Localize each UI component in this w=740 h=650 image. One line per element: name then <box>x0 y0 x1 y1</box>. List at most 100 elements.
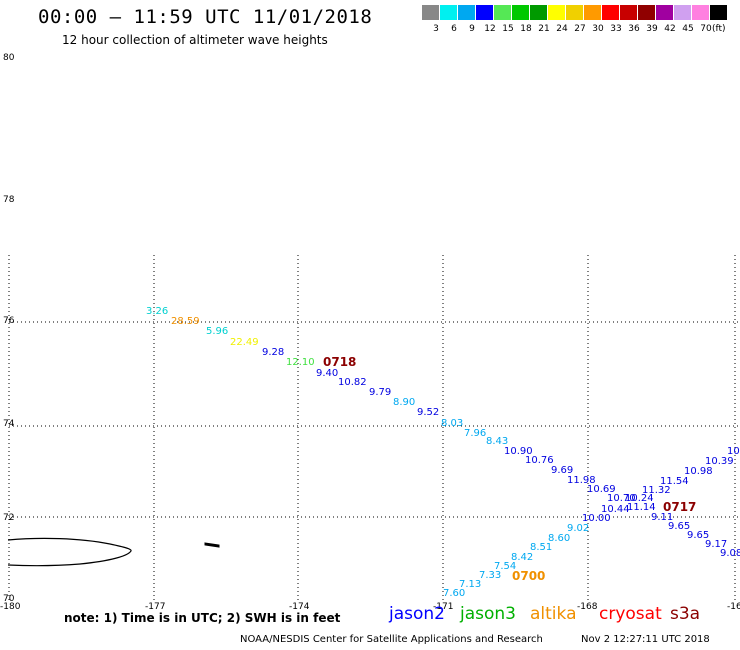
wave-height-value: 9.79 <box>369 387 391 398</box>
wave-height-value: 10.00 <box>582 513 611 524</box>
wave-height-value: 3.26 <box>146 306 168 317</box>
pass-time-label: 0717 <box>663 500 696 514</box>
latitude-label: 74 <box>3 419 15 429</box>
longitude-label: -171 <box>433 602 453 612</box>
colorbar-swatch <box>602 5 619 20</box>
colorbar-label: 30 <box>592 24 604 34</box>
colorbar-swatch <box>566 5 583 20</box>
colorbar-swatch <box>692 5 709 20</box>
colorbar-swatch <box>476 5 493 20</box>
colorbar-swatch <box>620 5 637 20</box>
wave-height-value: 10.70 <box>607 493 636 504</box>
colorbar-label: 24 <box>556 24 568 34</box>
wave-height-value: 7.54 <box>494 561 516 572</box>
longitude-label: -16 <box>727 602 740 612</box>
colorbar-swatch <box>422 5 439 20</box>
wave-height-value: 8.03 <box>441 418 463 429</box>
colorbar-swatch <box>530 5 547 20</box>
wave-height-value: 7.96 <box>464 428 486 439</box>
wave-height-value: 9.02 <box>567 523 589 534</box>
longitude-label: -168 <box>577 602 598 612</box>
satellite-legend-jason2: jason2 <box>389 604 445 624</box>
wave-height-value: 12.10 <box>286 357 315 368</box>
page-subtitle: 12 hour collection of altimeter wave hei… <box>62 33 328 47</box>
island-outline <box>7 537 132 567</box>
wave-height-value: 11.32 <box>642 485 671 496</box>
wave-height-value: 9.52 <box>417 407 439 418</box>
colorbar-swatch <box>458 5 475 20</box>
colorbar-swatch <box>440 5 457 20</box>
wave-height-value: 11.54 <box>660 476 689 487</box>
latitude-labels: 80 78 76 74 72 70 <box>3 53 15 604</box>
colorbar-label: 36 <box>628 24 640 34</box>
wave-height-value: 10.76 <box>525 455 554 466</box>
longitude-label: -177 <box>145 602 165 612</box>
colorbar-swatch <box>512 5 529 20</box>
colorbar-label: 12 <box>484 24 496 34</box>
footer-note: note: 1) Time is in UTC; 2) SWH is in fe… <box>64 611 341 625</box>
colorbar-label: 9 <box>469 24 475 34</box>
colorbar-swatch <box>548 5 565 20</box>
coastline <box>7 537 220 567</box>
satellite-legend-s3a: s3a <box>670 604 701 624</box>
wave-height-value: 9.11 <box>651 512 673 523</box>
colorbar-label: 15 <box>502 24 514 34</box>
wave-height-value: 8.60 <box>548 533 570 544</box>
satellite-legend-jason3: jason3 <box>460 604 516 624</box>
wave-height-value: 22.49 <box>230 337 259 348</box>
pass-time-labels: 0718 0717 0700 <box>323 355 696 583</box>
longitude-labels: -180 -177 -174 -171 -168 -16 <box>0 602 740 612</box>
longitude-label: -174 <box>289 602 310 612</box>
wave-height-value: 10.44 <box>601 504 630 515</box>
colorbar-label: 6 <box>451 24 457 34</box>
colorbar-label: 21 <box>538 24 550 34</box>
wave-height-value: 10.24 <box>625 493 654 504</box>
colorbar-label: 18 <box>520 24 532 34</box>
footer-credit: NOAA/NESDIS Center for Satellite Applica… <box>240 634 543 645</box>
islet <box>204 542 220 548</box>
longitude-label: -180 <box>0 602 21 612</box>
satellite-legend: jason2 jason3 altika cryosat s3a <box>0 604 740 628</box>
wave-height-value: 7.33 <box>479 570 501 581</box>
colorbar-swatch <box>710 5 727 20</box>
pass-time-label: 0700 <box>512 569 545 583</box>
wave-height-value: 10 <box>727 446 740 457</box>
wave-height-value: 8.51 <box>530 542 552 553</box>
wave-height-value: 11.14 <box>627 502 656 513</box>
footer-timestamp: Nov 2 12:27:11 UTC 2018 <box>581 634 710 645</box>
satellite-legend-cryosat: cryosat <box>599 604 662 624</box>
wave-height-value: 10.90 <box>504 446 533 457</box>
wave-height-value: 9.65 <box>668 521 690 532</box>
map-grid <box>8 255 740 600</box>
latitude-label: 76 <box>3 316 15 326</box>
colorbar-swatch <box>674 5 691 20</box>
wave-height-value: 11.98 <box>567 475 596 486</box>
colorbar-unit: (ft) <box>712 24 726 34</box>
wave-height-value: 9.08 <box>720 548 740 559</box>
latitude-label: 70 <box>3 594 15 604</box>
colorbar-label: 27 <box>574 24 586 34</box>
satellite-legend-altika: altika <box>530 604 577 624</box>
wave-height-value: 9.65 <box>687 530 709 541</box>
colorbar-swatch <box>584 5 601 20</box>
wave-height-value: 9.17 <box>705 539 727 550</box>
wave-height-value: 28.59 <box>171 316 200 327</box>
wave-height-value: 7.13 <box>459 579 481 590</box>
wave-height-value: 10.39 <box>705 456 734 467</box>
wave-height-value: 8.90 <box>393 397 415 408</box>
wave-height-value: 10.98 <box>684 466 713 477</box>
wave-height-value: 10.69 <box>587 484 616 495</box>
pass-time-label: 0718 <box>323 355 356 369</box>
wave-height-value: 9.69 <box>551 465 573 476</box>
wave-height-value: 10.82 <box>338 377 367 388</box>
colorbar-label: 45 <box>682 24 694 34</box>
colorbar-swatch <box>638 5 655 20</box>
colorbar-label: 3 <box>433 24 439 34</box>
wave-height-value: 9.28 <box>262 347 284 358</box>
colorbar-label: 39 <box>646 24 658 34</box>
colorbar-label: 70 <box>700 24 712 34</box>
wave-height-value: 9.40 <box>316 368 338 379</box>
latitude-label: 80 <box>3 53 15 63</box>
